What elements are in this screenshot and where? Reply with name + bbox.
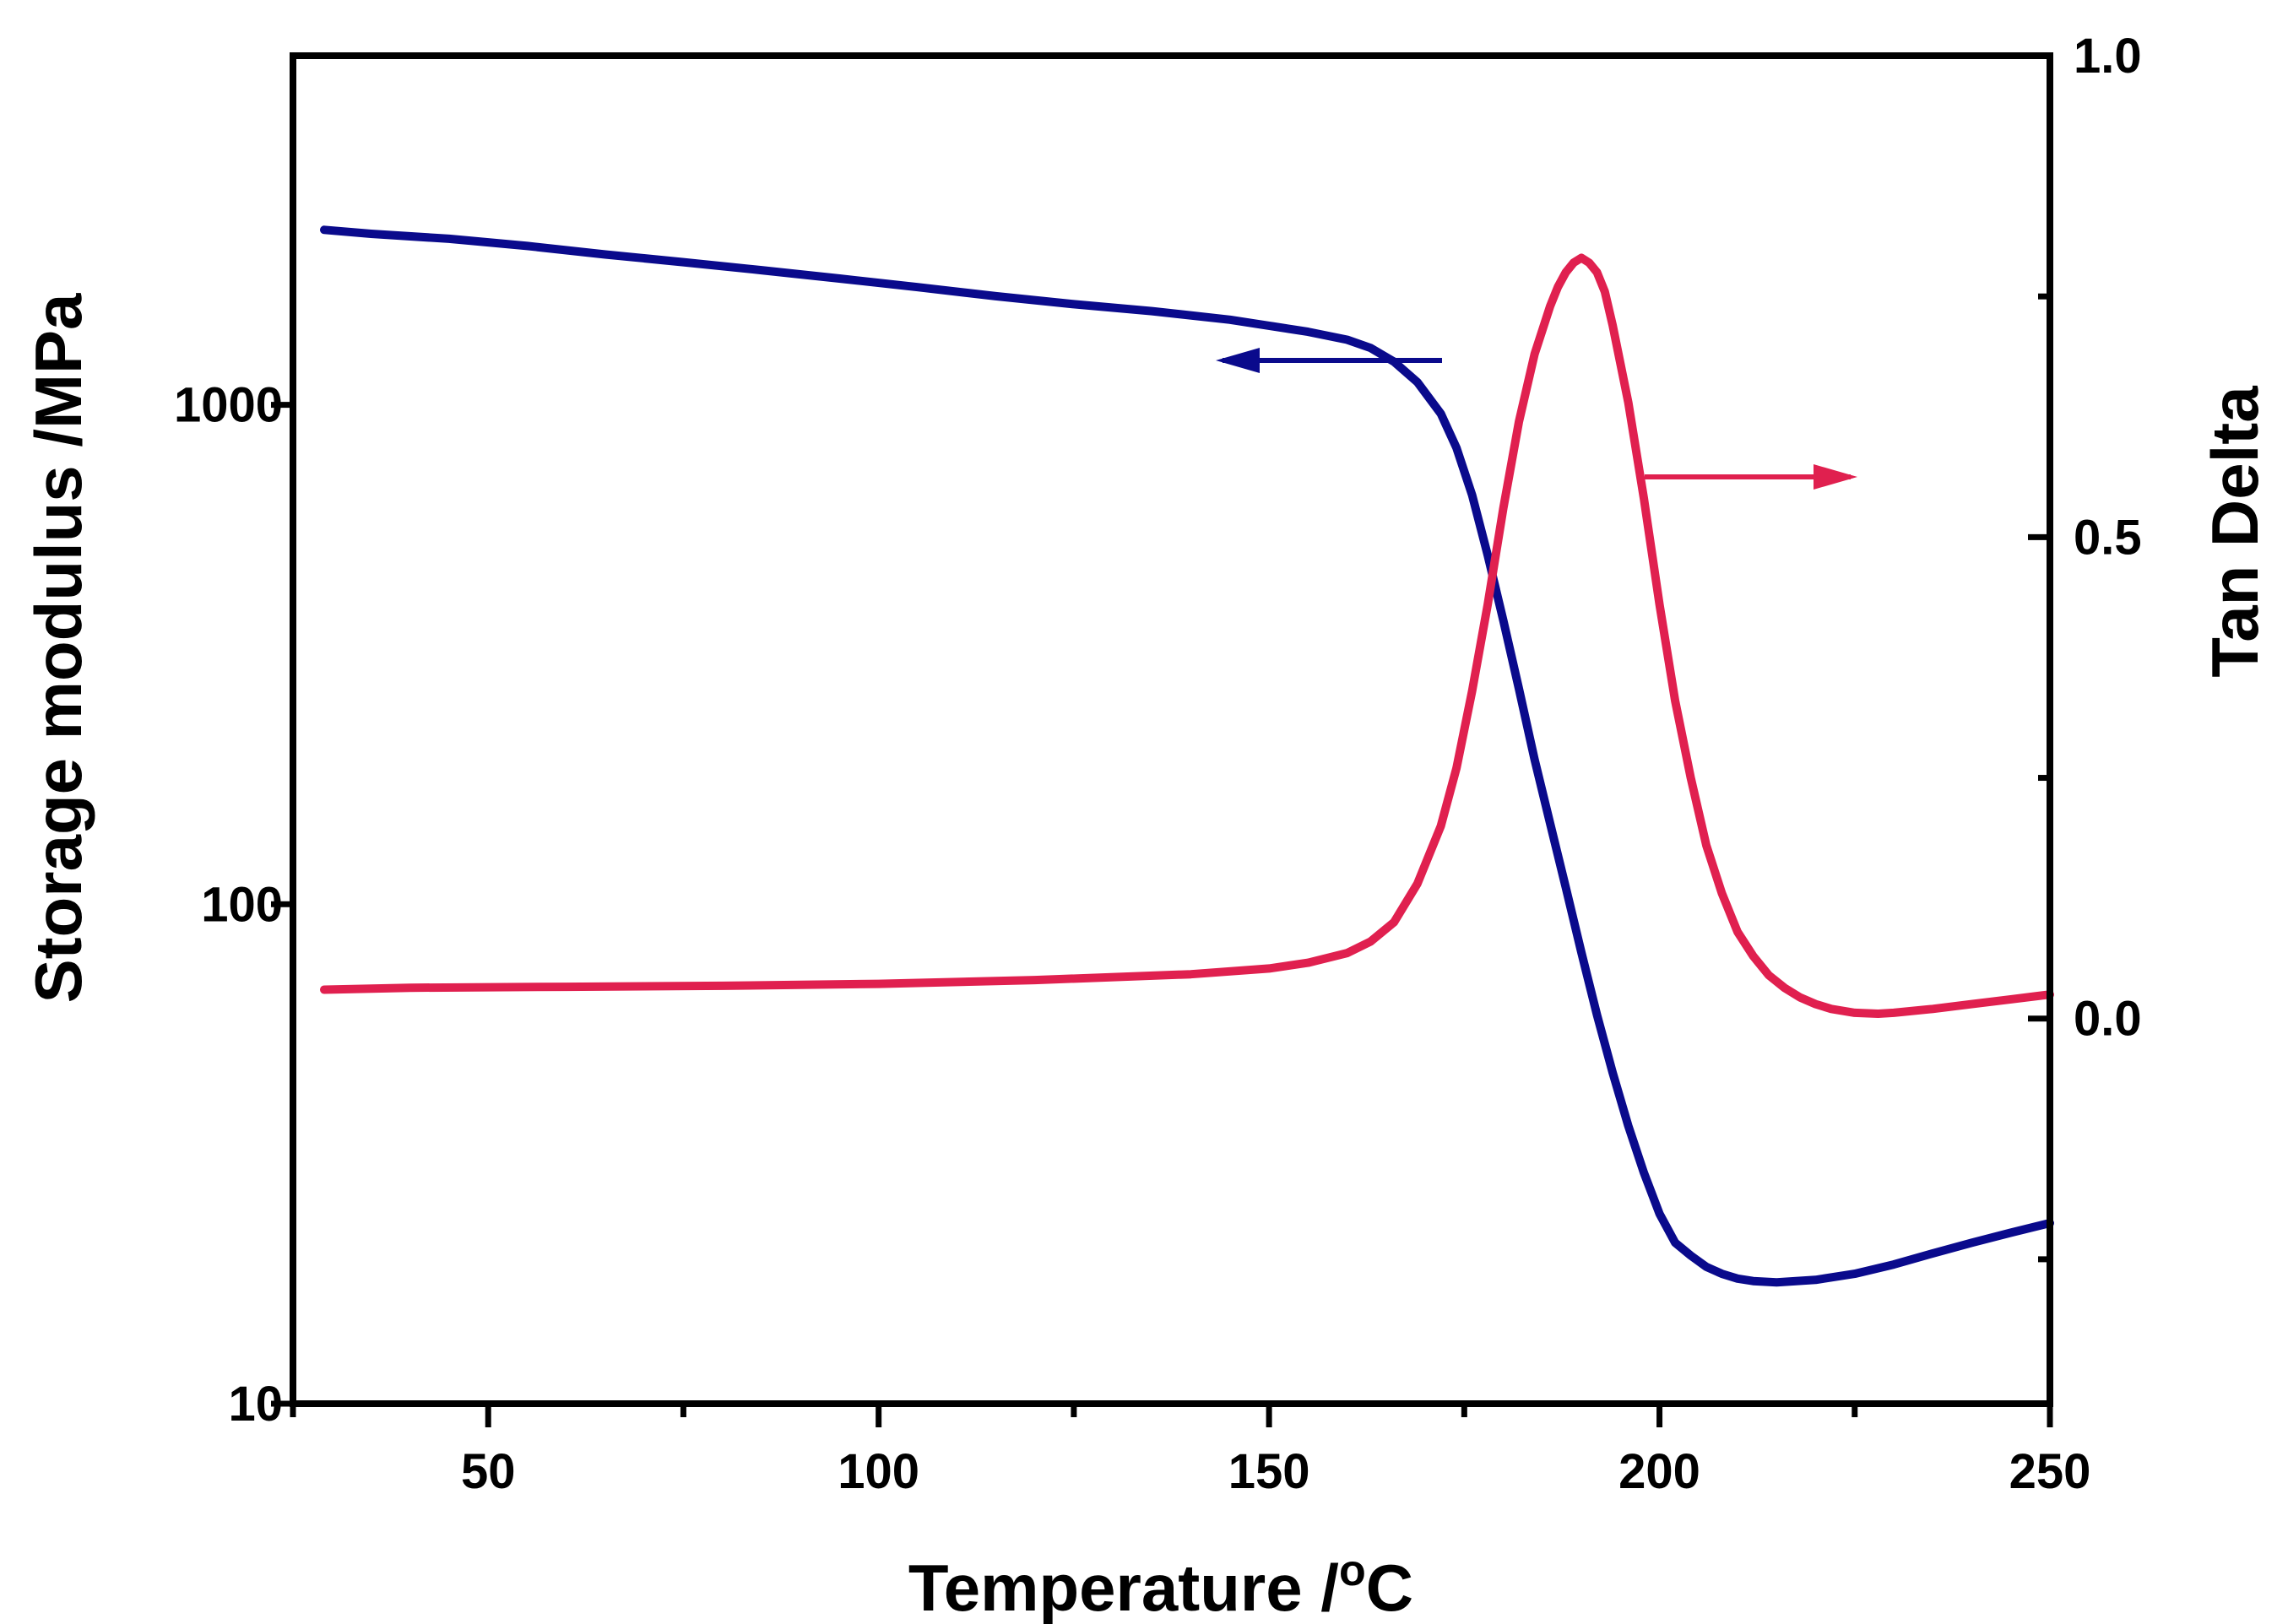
y-right-tick-label: 1.0 [2074, 29, 2142, 84]
plot-frame [290, 52, 2053, 1407]
y-right-axis-title: Tan Delta [2198, 386, 2272, 678]
y-right-tick-label: 0.0 [2074, 992, 2142, 1047]
storage-modulus-line [320, 225, 2054, 1287]
x-axis-title: Temperature /oC [908, 1546, 1413, 1624]
axis-layer: 50 100 150 200 250 10 100 1000 0.0 0.5 1.0 [174, 29, 2142, 1499]
y-left-tick-label: 100 [201, 877, 283, 932]
y-right-tick-label: 0.5 [2074, 510, 2142, 565]
y-left-tick-label: 10 [228, 1377, 283, 1432]
tan-delta-line [320, 253, 2054, 1018]
tan-arrow [1645, 464, 1857, 490]
x-tick-label: 200 [1618, 1444, 1700, 1499]
x-tick-label: 100 [838, 1444, 919, 1499]
storage-arrow [1216, 348, 1442, 373]
y-left-axis-title: Storage modulus /MPa [21, 293, 95, 1003]
x-tick-label: 50 [461, 1444, 516, 1499]
x-tick-label: 250 [2009, 1444, 2091, 1499]
label-layer: Temperature /oC Storage modulus /MPa Tan… [21, 293, 2272, 1624]
plot-layer [320, 225, 2054, 1287]
x-tick-label: 150 [1228, 1444, 1310, 1499]
y-left-tick-label: 1000 [174, 378, 283, 433]
